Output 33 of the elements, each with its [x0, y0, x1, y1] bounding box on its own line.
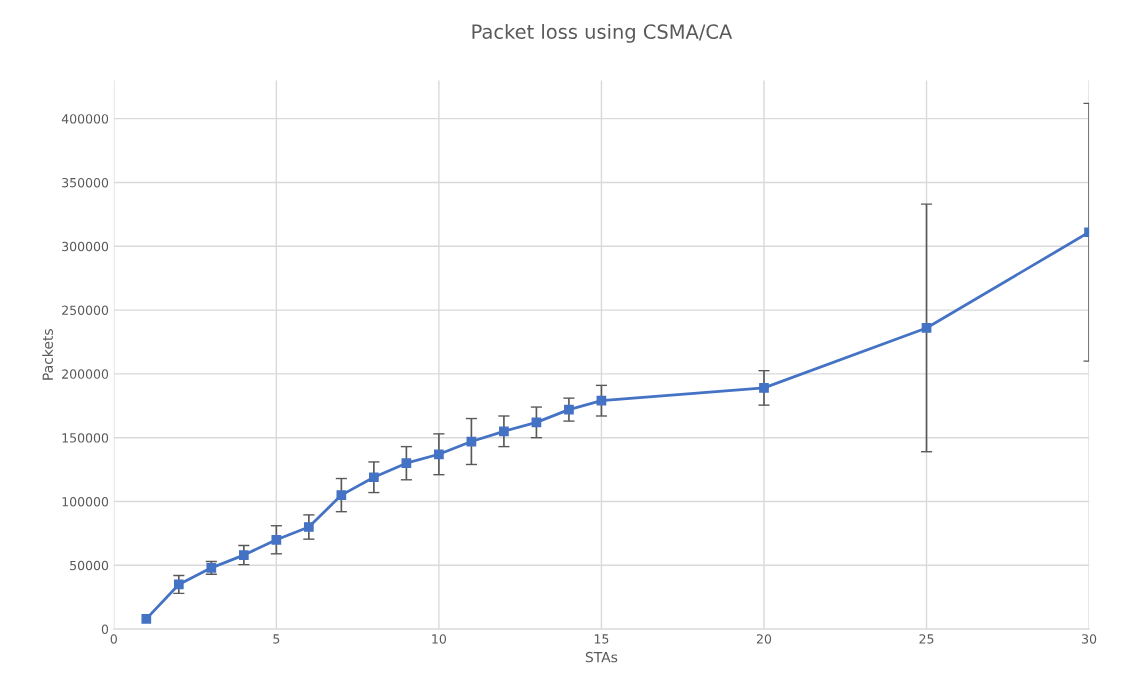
point	[759, 383, 769, 393]
y-tick-label: 100000	[62, 496, 109, 507]
y-tick-label: 300000	[62, 241, 109, 252]
y-tick-label: 50000	[70, 560, 109, 571]
x-tick-label: 10	[432, 634, 447, 644]
point	[141, 614, 152, 624]
point	[921, 323, 932, 333]
y-tick-label: 0	[101, 624, 109, 635]
x-axis-title: STAs	[585, 651, 618, 663]
x-tick-label: 5	[273, 634, 280, 644]
y-tick-label: 250000	[62, 305, 109, 316]
point	[303, 522, 314, 532]
y-tick-label: 400000	[61, 114, 109, 124]
x-tick-label: 15	[594, 634, 609, 644]
y-tick-label: 150000	[62, 433, 109, 443]
x-tick-label: 25	[919, 634, 934, 644]
y-axis-title: Packets	[42, 329, 53, 380]
point	[434, 449, 444, 460]
point	[564, 404, 574, 415]
x-tick-label: 30	[1082, 634, 1097, 644]
point	[238, 550, 249, 560]
point	[596, 395, 607, 406]
y-tick-label: 200000	[62, 369, 109, 379]
y-tick-label: 350000	[62, 177, 109, 188]
point	[369, 472, 379, 483]
point	[336, 490, 347, 500]
x-tick-label: 0	[110, 634, 117, 644]
point	[499, 426, 509, 437]
chart-title: Packet loss using CSMA/CA	[472, 23, 733, 43]
point	[271, 534, 282, 545]
point	[173, 579, 184, 590]
x-tick-label: 20	[756, 634, 772, 644]
point	[401, 458, 412, 469]
